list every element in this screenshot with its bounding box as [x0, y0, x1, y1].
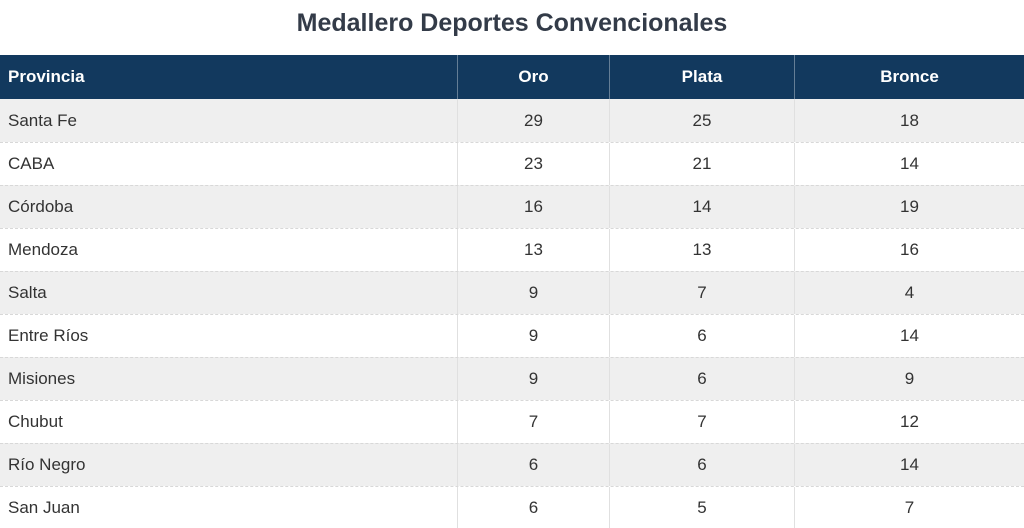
cell-oro: 9 [457, 272, 609, 314]
cell-plata: 13 [609, 229, 794, 271]
table-row: CABA 23 21 14 [0, 142, 1024, 185]
cell-plata: 6 [609, 444, 794, 486]
cell-plata: 25 [609, 99, 794, 142]
cell-provincia: Río Negro [8, 455, 86, 474]
column-header-provincia: Provincia [8, 67, 85, 86]
cell-oro: 13 [457, 229, 609, 271]
cell-plata: 6 [609, 358, 794, 400]
cell-bronce: 9 [794, 358, 1024, 400]
cell-provincia: Entre Ríos [8, 326, 89, 345]
cell-bronce: 18 [794, 99, 1024, 142]
cell-provincia: Salta [8, 283, 47, 302]
cell-plata: 7 [609, 401, 794, 443]
table-row: Córdoba 16 14 19 [0, 185, 1024, 228]
table-header-row: Provincia Oro Plata Bronce [0, 55, 1024, 99]
column-header-bronce: Bronce [794, 55, 1024, 99]
cell-oro: 29 [457, 99, 609, 142]
medal-table: Provincia Oro Plata Bronce Santa Fe 29 2… [0, 55, 1024, 528]
table-row: Mendoza 13 13 16 [0, 228, 1024, 271]
cell-provincia: CABA [8, 154, 55, 173]
page-title: Medallero Deportes Convencionales [296, 9, 728, 37]
cell-bronce: 12 [794, 401, 1024, 443]
cell-oro: 9 [457, 358, 609, 400]
cell-oro: 9 [457, 315, 609, 357]
cell-provincia: Mendoza [8, 240, 78, 259]
cell-plata: 21 [609, 143, 794, 185]
cell-plata: 5 [609, 487, 794, 528]
cell-oro: 23 [457, 143, 609, 185]
table-row: San Juan 6 5 7 [0, 486, 1024, 528]
cell-bronce: 4 [794, 272, 1024, 314]
table-row: Misiones 9 6 9 [0, 357, 1024, 400]
cell-bronce: 7 [794, 487, 1024, 528]
cell-provincia: Córdoba [8, 197, 74, 216]
cell-oro: 6 [457, 487, 609, 528]
cell-bronce: 19 [794, 186, 1024, 228]
cell-provincia: Misiones [8, 369, 76, 388]
cell-plata: 7 [609, 272, 794, 314]
cell-oro: 6 [457, 444, 609, 486]
column-header-plata: Plata [609, 55, 794, 99]
cell-plata: 14 [609, 186, 794, 228]
table-row: Chubut 7 7 12 [0, 400, 1024, 443]
table-row: Santa Fe 29 25 18 [0, 99, 1024, 142]
table-row: Río Negro 6 6 14 [0, 443, 1024, 486]
table-row: Entre Ríos 9 6 14 [0, 314, 1024, 357]
cell-bronce: 14 [794, 315, 1024, 357]
cell-provincia: Chubut [8, 412, 63, 431]
cell-provincia: San Juan [8, 498, 80, 517]
cell-plata: 6 [609, 315, 794, 357]
column-header-oro: Oro [457, 55, 609, 99]
table-row: Salta 9 7 4 [0, 271, 1024, 314]
cell-bronce: 16 [794, 229, 1024, 271]
cell-bronce: 14 [794, 444, 1024, 486]
cell-bronce: 14 [794, 143, 1024, 185]
cell-oro: 16 [457, 186, 609, 228]
cell-provincia: Santa Fe [8, 110, 77, 130]
cell-oro: 7 [457, 401, 609, 443]
